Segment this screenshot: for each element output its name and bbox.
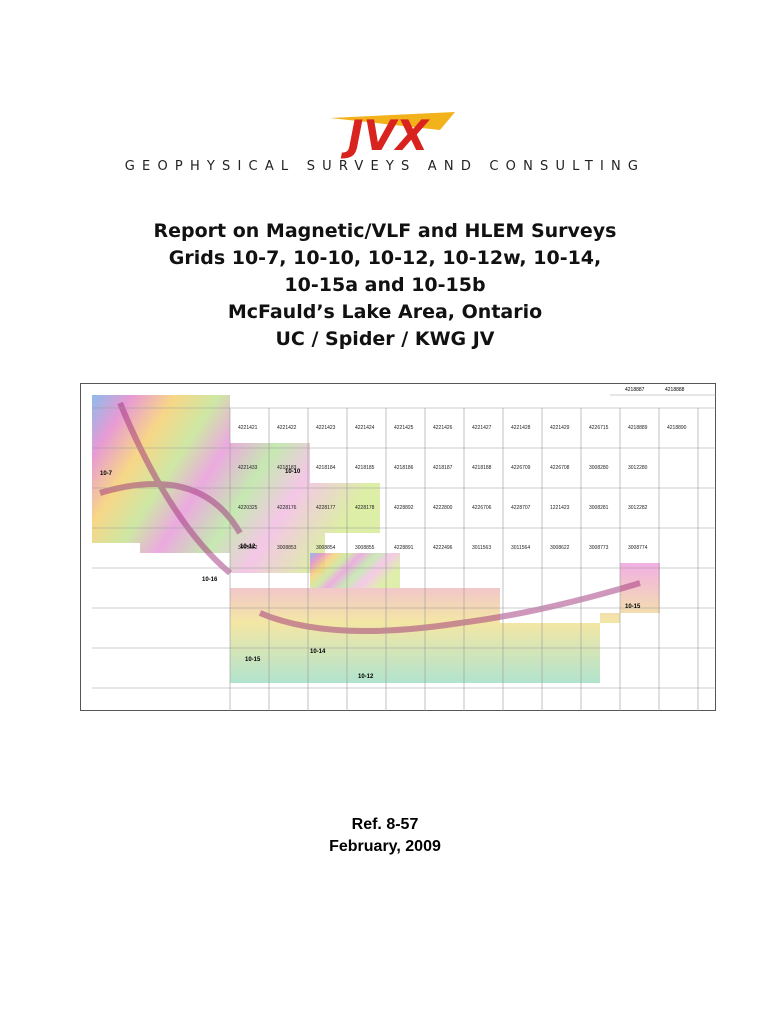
tagline: GEOPHYSICAL SURVEYS AND CONSULTING [124, 159, 646, 174]
claim-label: 4222800 [433, 505, 453, 511]
claim-grid [92, 394, 716, 711]
claim-label: 4218183 [277, 465, 297, 471]
grid-label: 10-15 [625, 604, 641, 610]
claim-label: 3011563 [472, 545, 491, 551]
claim-label: 4218887 [625, 387, 645, 393]
claim-label: 3008280 [589, 465, 609, 471]
claim-label: 3008622 [550, 545, 570, 551]
claim-label: 3008855 [355, 545, 375, 551]
claim-label: 4228177 [316, 505, 336, 511]
claim-label: 4221424 [355, 425, 375, 431]
claim-label: 3012280 [628, 465, 648, 471]
claim-label: 4221423 [316, 425, 336, 431]
claim-label: 4218187 [433, 465, 453, 471]
claim-label: 3011564 [511, 545, 530, 551]
claim-label: 4221426 [433, 425, 453, 431]
claim-label: 3008281 [589, 505, 609, 511]
claim-label: 3008852 [238, 545, 258, 551]
claim-label: 4226708 [550, 465, 570, 471]
grid-label: 10-14 [310, 649, 326, 655]
survey-map: 4218887 4218888 4221421 4221422 4221423 42214… [80, 383, 716, 711]
title-line: Grids 10-7, 10-10, 10-12, 10-12w, 10-14, [168, 247, 602, 269]
claim-label: 4228178 [355, 505, 375, 511]
claim-label: 3008853 [277, 545, 297, 551]
claim-label: 4218889 [628, 425, 648, 431]
claim-label: 3008854 [316, 545, 336, 551]
logo: JVX [330, 111, 455, 160]
grid-label: 10-12 [240, 544, 256, 550]
claim-label: 3008773 [589, 545, 609, 551]
claim-label: 4218186 [394, 465, 414, 471]
claim-label: 4228891 [394, 545, 414, 551]
grid-label: 10-10 [285, 469, 301, 475]
claim-label: 1221423 [550, 505, 570, 511]
grid-label: 10-7 [100, 471, 113, 477]
claim-label: 4220325 [238, 505, 258, 511]
claim-label: 4218185 [355, 465, 375, 471]
claim-label: 4221421 [238, 425, 258, 431]
claim-label: 4221425 [394, 425, 414, 431]
grid-label: 10-16 [202, 577, 218, 583]
claim-label: 4221427 [472, 425, 492, 431]
title-line: Report on Magnetic/VLF and HLEM Surveys [153, 220, 617, 242]
claim-label: 4228176 [277, 505, 297, 511]
claim-label: 4222496 [433, 545, 453, 551]
claim-label: 4226706 [472, 505, 492, 511]
claim-label: 4221429 [550, 425, 570, 431]
claim-label: 3008774 [628, 545, 648, 551]
claim-label: 4226715 [589, 425, 609, 431]
grid-label: 10-12 [358, 674, 374, 680]
title-line: McFauld’s Lake Area, Ontario [227, 301, 543, 323]
date: February, 2009 [329, 838, 441, 855]
claim-label: 4221422 [277, 425, 297, 431]
claim-label: 3012282 [628, 505, 648, 511]
survey-area [310, 553, 400, 588]
claim-label: 4218888 [665, 387, 685, 393]
claim-label: 4226709 [511, 465, 531, 471]
title-line: 10-15a and 10-15b [284, 274, 486, 296]
claim-label: 4218184 [316, 465, 336, 471]
claim-label: 4218188 [472, 465, 492, 471]
claim-label: 4221428 [511, 425, 531, 431]
logo-mark: JVX [341, 111, 431, 160]
claim-label: 4218890 [667, 425, 687, 431]
logo-swoosh [330, 112, 455, 130]
claim-label: 4228892 [394, 505, 414, 511]
title-line: UC / Spider / KWG JV [275, 328, 495, 350]
reference: Ref. 8-57 [351, 816, 419, 833]
grid-label: 10-15 [245, 657, 261, 663]
claim-label: 4221433 [238, 465, 258, 471]
claim-label: 4228707 [511, 505, 531, 511]
